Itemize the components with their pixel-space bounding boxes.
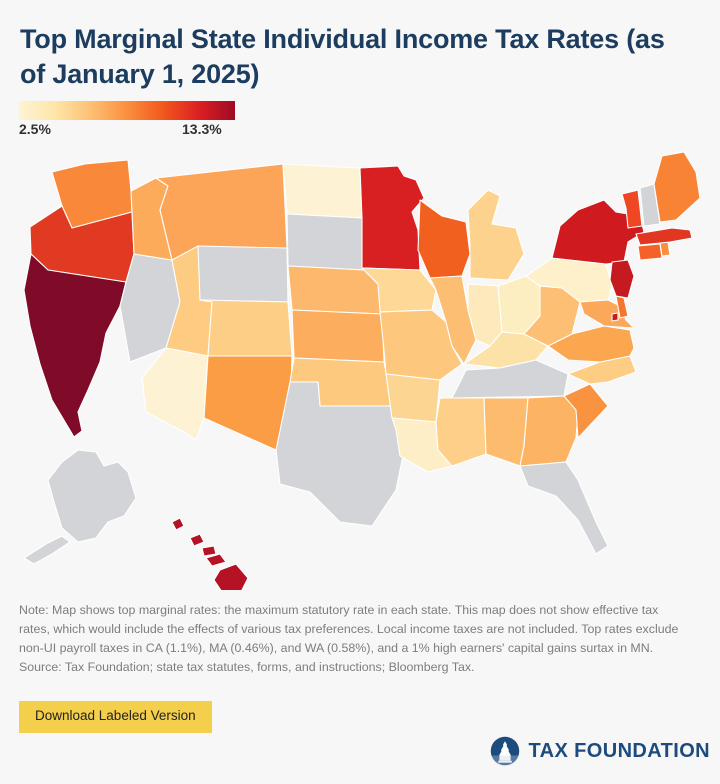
- state-AR[interactable]: [385, 373, 441, 423]
- state-CA[interactable]: [23, 253, 127, 438]
- map-states: [23, 151, 701, 590]
- state-RI[interactable]: [659, 241, 671, 257]
- state-DC[interactable]: [611, 312, 619, 322]
- state-MD[interactable]: [579, 299, 635, 329]
- state-WY[interactable]: [189, 245, 289, 303]
- state-ND[interactable]: [282, 163, 363, 219]
- legend-labels: 2.5% 13.3%: [19, 121, 235, 139]
- state-KS[interactable]: [291, 309, 385, 363]
- state-NH[interactable]: [639, 183, 661, 227]
- map-note: Note: Map shows top marginal rates: the …: [19, 601, 691, 676]
- state-MA[interactable]: [635, 227, 693, 246]
- state-AK-aleutians[interactable]: [23, 535, 71, 565]
- state-MT[interactable]: [155, 163, 288, 261]
- state-FL[interactable]: [519, 461, 609, 555]
- state-HI[interactable]: [171, 517, 249, 590]
- state-WI[interactable]: [417, 199, 471, 279]
- state-MS[interactable]: [435, 397, 487, 467]
- state-SC[interactable]: [563, 383, 609, 439]
- state-MO[interactable]: [379, 309, 463, 381]
- state-AK[interactable]: [47, 449, 137, 543]
- tax-foundation-wordmark: TAX FOUNDATION: [528, 739, 710, 762]
- capitol-dome-icon: [491, 736, 520, 766]
- state-CT[interactable]: [637, 243, 663, 261]
- note-line-1: Note: Map shows top marginal rates: the …: [19, 603, 679, 655]
- state-MN[interactable]: [359, 165, 425, 271]
- state-SD[interactable]: [286, 213, 365, 271]
- legend-min-label: 2.5%: [19, 121, 51, 137]
- page-title: Top Marginal State Individual Income Tax…: [20, 24, 665, 89]
- state-GA[interactable]: [519, 395, 579, 467]
- state-AZ[interactable]: [141, 347, 209, 441]
- state-NJ[interactable]: [609, 259, 635, 299]
- color-legend: 2.5% 13.3%: [19, 101, 235, 139]
- map-svg: [23, 151, 701, 590]
- state-AL[interactable]: [483, 397, 529, 467]
- us-choropleth-map[interactable]: [0, 150, 720, 590]
- note-line-2: Source: Tax Foundation; state tax statut…: [19, 659, 475, 674]
- state-VT[interactable]: [621, 189, 643, 229]
- state-ME[interactable]: [653, 151, 701, 223]
- state-CO[interactable]: [199, 299, 293, 357]
- state-VA[interactable]: [547, 325, 635, 363]
- tax-foundation-logo[interactable]: TAX FOUNDATION: [490, 736, 710, 766]
- download-labeled-version-button[interactable]: Download Labeled Version: [19, 701, 212, 733]
- legend-max-label: 13.3%: [182, 121, 222, 137]
- legend-gradient-bar: [19, 101, 235, 120]
- state-TX[interactable]: [275, 381, 405, 527]
- state-TN[interactable]: [451, 359, 569, 399]
- state-MI[interactable]: [467, 189, 525, 281]
